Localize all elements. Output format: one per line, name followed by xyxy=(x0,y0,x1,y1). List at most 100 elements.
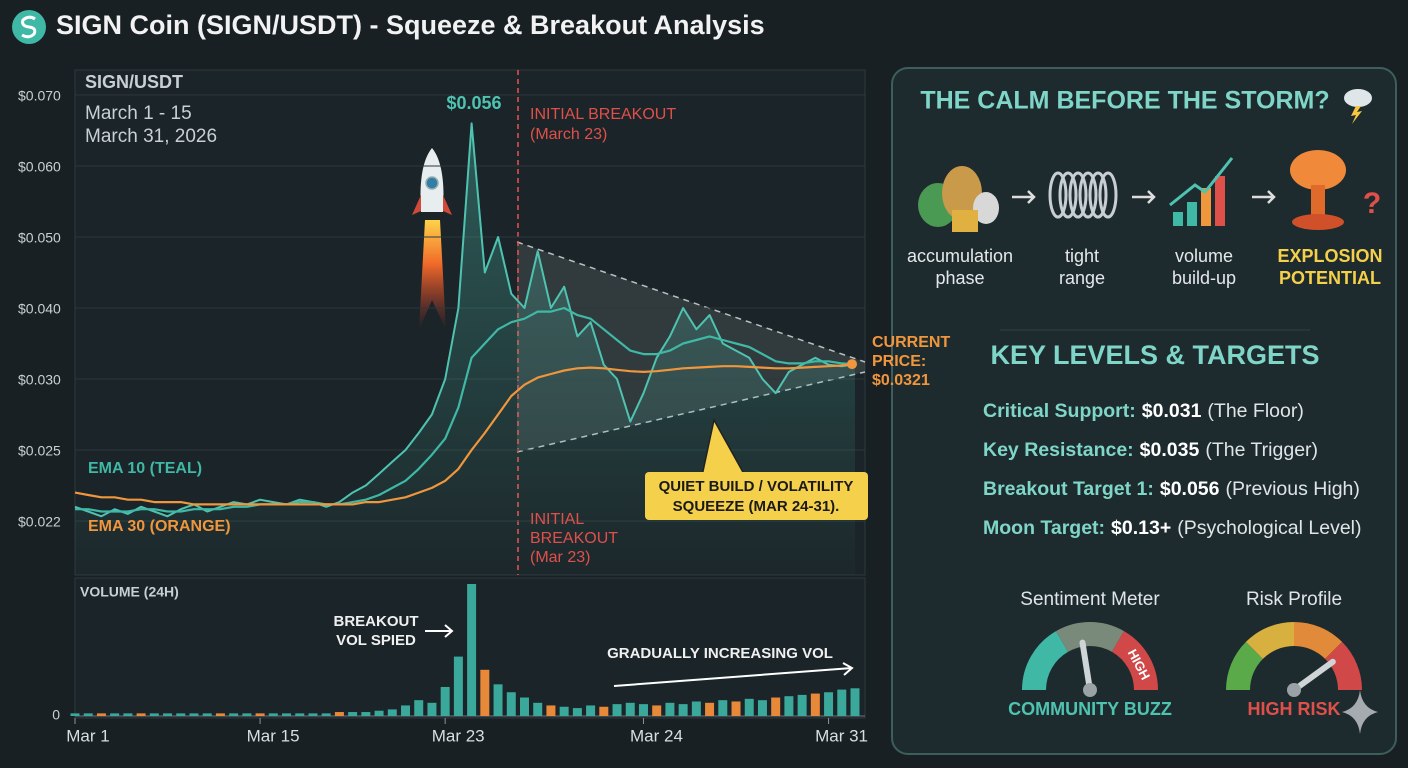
volume-bar xyxy=(176,713,186,716)
key-level-note: (Psychological Level) xyxy=(1177,517,1361,539)
key-level-note: (Previous High) xyxy=(1226,478,1360,500)
current-price-label-line: $0.0321 xyxy=(872,372,930,389)
callout-text: QUIET BUILD / VOLATILITY SQUEEZE (MAR 24-… xyxy=(659,478,854,515)
gauge-segment xyxy=(1111,631,1158,691)
step-label-line: accumulation xyxy=(907,246,1013,266)
volume-bar xyxy=(374,710,384,716)
volume-bar xyxy=(334,712,344,716)
volume-bar xyxy=(361,712,371,716)
spring-icon xyxy=(1048,171,1118,219)
volume-title: VOLUME (24H) xyxy=(80,584,179,600)
volume-bar xyxy=(810,693,820,716)
volume-bar xyxy=(70,713,80,716)
key-level: Critical Support: $0.031 (The Floor) xyxy=(983,400,1304,422)
x-tick-label: Mar 24 xyxy=(630,726,683,745)
volume-bar xyxy=(546,705,556,716)
volume-bar xyxy=(136,713,146,716)
breakout-label-line: INITIAL BREAKOUT xyxy=(530,106,676,123)
volume-bar xyxy=(837,689,847,716)
key-level-note: (The Trigger) xyxy=(1205,439,1318,461)
volume-bar xyxy=(718,700,728,716)
volume-bar xyxy=(123,713,133,716)
gauge-hub xyxy=(1083,683,1097,697)
key-level-label: Critical Support: xyxy=(983,400,1136,422)
explosion-icon: ? xyxy=(1290,150,1381,230)
volume-bar xyxy=(163,713,173,716)
volume-bar xyxy=(731,701,741,716)
callout-text-line: QUIET BUILD / VOLATILITY xyxy=(659,478,854,495)
current-price-dot xyxy=(847,359,857,370)
volume-icon xyxy=(1169,157,1234,226)
volume-bar xyxy=(638,704,648,716)
key-level-label: Breakout Target 1: xyxy=(983,478,1154,500)
chart-title: SIGN/USDT xyxy=(85,72,183,92)
svg-text:?: ? xyxy=(1363,187,1381,220)
logo-glyph xyxy=(21,15,37,39)
y-tick-label: 0 xyxy=(52,707,60,723)
volume-bar xyxy=(506,692,516,716)
flow-arrow xyxy=(1132,190,1156,204)
callout-box xyxy=(645,472,868,520)
volume-note-line: VOL SPIED xyxy=(336,632,416,649)
current-price-label: CURRENT PRICE: $0.0321 xyxy=(872,334,950,389)
step-label-line: POTENTIAL xyxy=(1279,268,1381,288)
y-tick-label: $0.022 xyxy=(18,514,61,530)
volume-note-line: GRADUALLY INCREASING VOL xyxy=(607,645,833,662)
key-level: Key Resistance: $0.035 (The Trigger) xyxy=(983,439,1318,461)
rocket xyxy=(412,148,452,330)
volume-bar xyxy=(625,702,635,716)
breakout-label-line: INITIAL xyxy=(530,511,584,528)
volume-bar xyxy=(189,713,199,716)
volume-bar xyxy=(559,706,569,716)
volume-note-line: BREAKOUT xyxy=(334,613,419,630)
gauge-segment xyxy=(1324,641,1362,691)
y-tick-label: $0.030 xyxy=(18,372,61,388)
x-tick-label: Mar 15 xyxy=(247,726,300,745)
volume-bar xyxy=(665,702,675,716)
panel-title: THE CALM BEFORE THE STORM? xyxy=(920,87,1329,115)
step-label: tight range xyxy=(1059,246,1105,288)
x-tick-label: Mar 23 xyxy=(432,726,485,745)
key-level-label: Key Resistance: xyxy=(983,439,1134,461)
volume-bar xyxy=(427,702,437,716)
volume-bar xyxy=(850,688,860,716)
key-level-value: $0.056 xyxy=(1160,478,1220,500)
step-label-line: EXPLOSION xyxy=(1277,246,1382,266)
price-line xyxy=(74,122,856,518)
page-title: SIGN Coin (SIGN/USDT) - Squeeze & Breako… xyxy=(56,10,765,40)
volume-bar xyxy=(467,584,477,716)
volume-bar xyxy=(321,713,331,716)
volume-bar xyxy=(401,705,411,716)
volume-bar xyxy=(149,713,159,716)
volume-bar xyxy=(348,712,358,716)
key-level: Moon Target: $0.13+ (Psychological Level) xyxy=(983,517,1362,539)
volume-bar xyxy=(387,709,397,716)
volume-bar xyxy=(599,706,609,716)
breakout-label-line: (March 23) xyxy=(530,126,607,143)
gauge-needle xyxy=(1079,639,1093,693)
gauge-caption: HIGH RISK xyxy=(1247,699,1340,719)
legend-ema10: EMA 10 (TEAL) xyxy=(88,460,202,477)
y-tick-label: $0.050 xyxy=(18,230,61,246)
gauge-caption: COMMUNITY BUZZ xyxy=(1008,699,1172,719)
volume-bar xyxy=(308,713,318,716)
volume-bar xyxy=(519,697,529,716)
breakout-label-line: (Mar 23) xyxy=(530,549,590,566)
step-label-line: tight xyxy=(1065,246,1099,266)
volume-bar xyxy=(572,708,582,716)
gauge-hub xyxy=(1287,683,1301,697)
peak-label-line: $0.056 xyxy=(446,93,501,113)
volume-bar xyxy=(229,713,239,716)
volume-bar xyxy=(797,694,807,716)
volume-bar xyxy=(282,713,292,716)
volume-bar xyxy=(242,713,252,716)
volume-bar xyxy=(824,692,834,716)
storm-icon xyxy=(1344,89,1372,124)
key-level-note: (The Floor) xyxy=(1207,400,1303,422)
volume-bar xyxy=(784,696,794,716)
ema-line xyxy=(74,363,856,506)
current-price-label-line: PRICE: xyxy=(872,353,926,370)
gauge-segment xyxy=(1226,641,1264,691)
volume-bar xyxy=(268,713,278,716)
